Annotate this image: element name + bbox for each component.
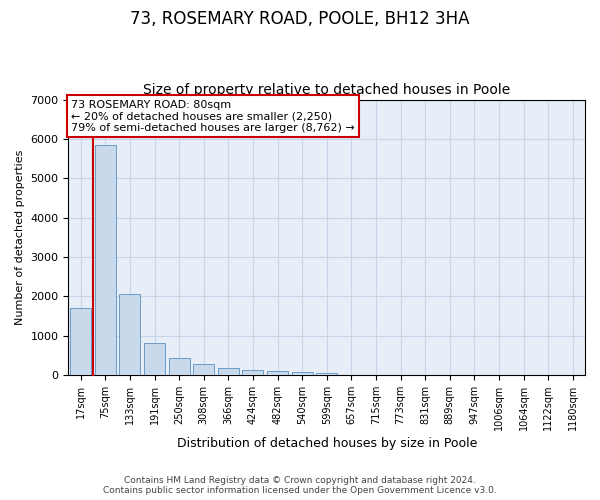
Bar <box>144 344 165 375</box>
X-axis label: Distribution of detached houses by size in Poole: Distribution of detached houses by size … <box>176 437 477 450</box>
Text: 73, ROSEMARY ROAD, POOLE, BH12 3HA: 73, ROSEMARY ROAD, POOLE, BH12 3HA <box>130 10 470 28</box>
Bar <box>95 145 116 375</box>
Bar <box>169 358 190 375</box>
Bar <box>292 372 313 375</box>
Bar <box>193 364 214 375</box>
Bar <box>267 372 288 375</box>
Bar <box>316 373 337 375</box>
Bar <box>70 308 91 375</box>
Text: Contains HM Land Registry data © Crown copyright and database right 2024.
Contai: Contains HM Land Registry data © Crown c… <box>103 476 497 495</box>
Bar <box>242 370 263 375</box>
Bar <box>119 294 140 375</box>
Y-axis label: Number of detached properties: Number of detached properties <box>15 150 25 325</box>
Title: Size of property relative to detached houses in Poole: Size of property relative to detached ho… <box>143 83 511 97</box>
Text: 73 ROSEMARY ROAD: 80sqm
← 20% of detached houses are smaller (2,250)
79% of semi: 73 ROSEMARY ROAD: 80sqm ← 20% of detache… <box>71 100 355 133</box>
Bar <box>218 368 239 375</box>
